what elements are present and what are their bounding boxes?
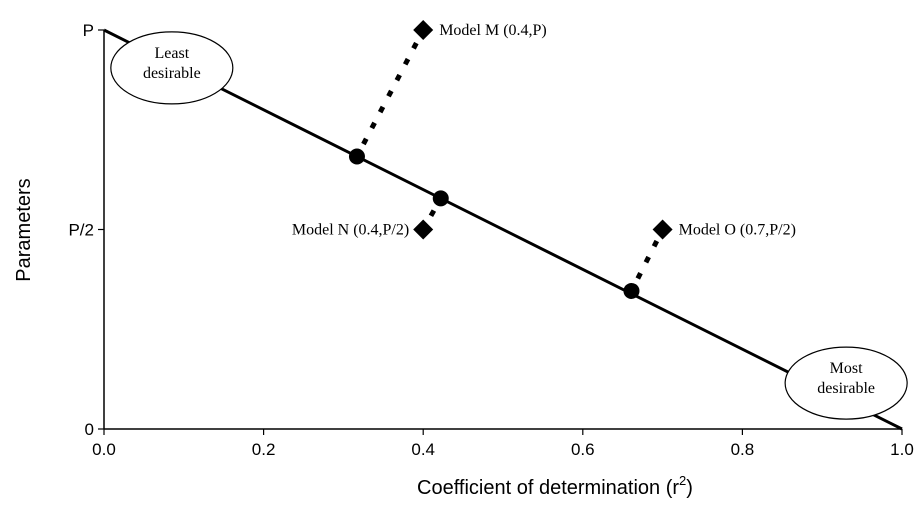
y-axis-title: Parameters <box>13 178 35 281</box>
model-label: Model N (0.4,P/2) <box>292 222 409 239</box>
x-tick-label: 0.4 <box>411 440 435 459</box>
y-tick-label: 0 <box>85 420 94 439</box>
x-axis-title: Coefficient of determination (r2) <box>417 473 693 499</box>
x-tick-label: 0.0 <box>92 440 116 459</box>
projection-line <box>629 228 665 293</box>
x-tick-label: 0.6 <box>571 440 595 459</box>
projection-line <box>421 197 443 231</box>
projection-point <box>623 282 640 299</box>
y-tick-label: P <box>83 21 94 40</box>
projection-point <box>348 148 365 165</box>
x-tick-label: 0.8 <box>731 440 755 459</box>
projection-line <box>354 28 426 158</box>
model-marker <box>413 219 434 240</box>
model-label: Model O (0.7,P/2) <box>679 222 796 239</box>
projection-point <box>432 190 449 207</box>
annotation-text: Most <box>830 360 863 377</box>
annotation-text: Least <box>155 45 190 62</box>
x-tick-label: 1.0 <box>890 440 914 459</box>
model-marker <box>652 219 673 240</box>
annotation-ellipse <box>784 346 908 420</box>
annotation-ellipse <box>110 31 234 105</box>
annotation-text: desirable <box>143 65 201 82</box>
trade-off-line <box>103 28 903 431</box>
x-tick-label: 0.2 <box>252 440 276 459</box>
y-tick-label: P/2 <box>68 221 94 240</box>
model-marker <box>413 20 434 40</box>
annotation-text: desirable <box>817 380 875 397</box>
model-label: Model M (0.4,P) <box>439 22 547 39</box>
